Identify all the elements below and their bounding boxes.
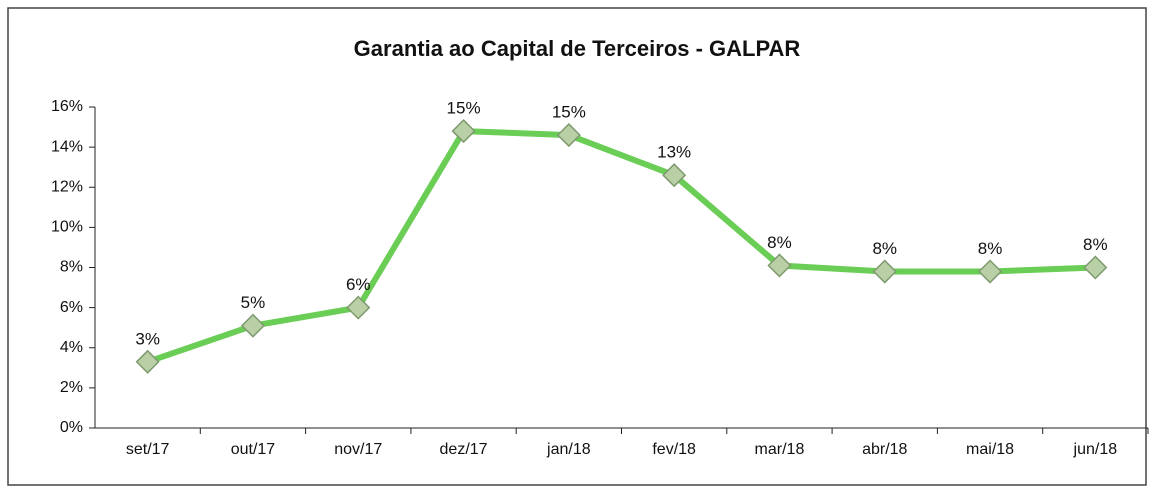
y-tick-label: 14% xyxy=(51,138,83,155)
x-tick-label: nov/17 xyxy=(334,441,382,458)
x-tick-label: mai/18 xyxy=(966,441,1014,458)
data-marker xyxy=(662,163,687,188)
y-tick-label: 0% xyxy=(60,419,83,436)
chart-title: Garantia ao Capital de Terceiros - GALPA… xyxy=(354,36,801,61)
data-marker xyxy=(1083,255,1108,280)
data-marker xyxy=(872,259,897,284)
data-marker xyxy=(556,123,581,148)
x-tick-label: mar/18 xyxy=(755,441,805,458)
data-label: 3% xyxy=(135,329,160,348)
data-marker xyxy=(977,259,1003,284)
y-tick-label: 10% xyxy=(51,219,83,236)
data-marker xyxy=(346,295,371,320)
data-label: 15% xyxy=(552,103,586,122)
data-line xyxy=(146,128,1096,365)
y-tick-label: 6% xyxy=(60,299,83,316)
y-tick-label: 4% xyxy=(60,339,83,356)
x-tick-label: dez/17 xyxy=(440,441,488,458)
y-tick-label: 12% xyxy=(51,178,83,195)
x-tick-label: abr/18 xyxy=(862,441,907,458)
y-tick-label: 16% xyxy=(51,98,83,115)
x-tick-label: jan/18 xyxy=(546,441,591,458)
data-label: 8% xyxy=(978,239,1003,258)
x-tick-label: fev/18 xyxy=(652,441,696,458)
x-tick-label: out/17 xyxy=(231,441,276,458)
data-label: 6% xyxy=(346,275,371,294)
data-label: 8% xyxy=(1083,235,1108,254)
data-marker xyxy=(767,253,792,278)
data-label: 5% xyxy=(241,293,266,312)
data-label: 13% xyxy=(657,143,691,162)
data-marker xyxy=(135,349,160,374)
x-tick-label: set/17 xyxy=(126,441,170,458)
data-label: 8% xyxy=(872,239,897,258)
y-tick-label: 8% xyxy=(60,259,83,276)
x-tick-label: jun/18 xyxy=(1073,441,1118,458)
data-label: 8% xyxy=(767,233,792,252)
data-marker xyxy=(451,119,476,144)
y-tick-label: 2% xyxy=(60,379,83,396)
chart-frame xyxy=(7,7,1147,486)
data-label: 15% xyxy=(447,99,481,118)
data-marker xyxy=(240,313,266,338)
